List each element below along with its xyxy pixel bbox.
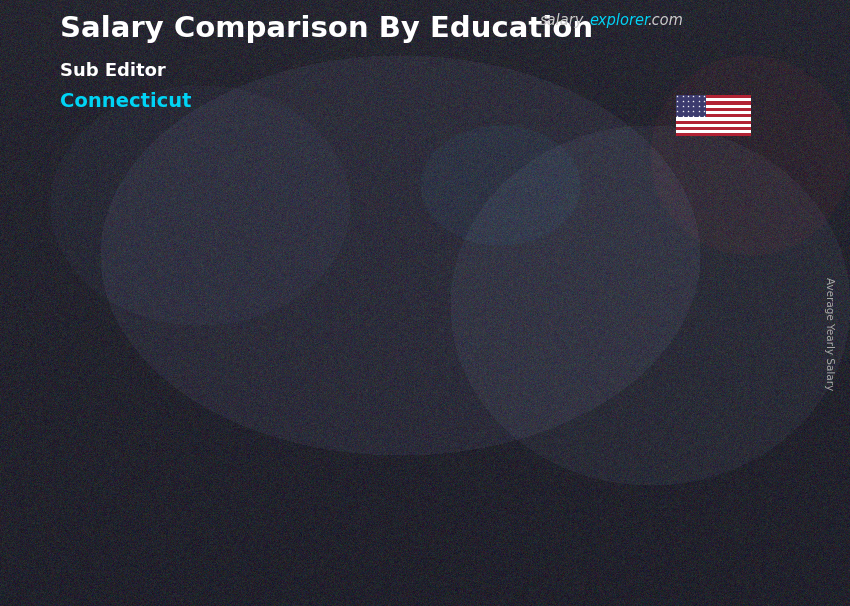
Text: 75,600 USD: 75,600 USD [567, 219, 663, 234]
Text: Bachelor's
Degree: Bachelor's Degree [587, 543, 681, 575]
Bar [676, 130, 751, 133]
Polygon shape [352, 303, 463, 308]
Text: .com: .com [647, 13, 683, 28]
Bar [579, 246, 612, 521]
Bar [676, 95, 751, 98]
Bar [676, 105, 751, 108]
Text: High School: High School [127, 543, 235, 558]
Bar [125, 365, 220, 521]
Bar [676, 121, 751, 124]
Polygon shape [579, 240, 689, 246]
Bar [125, 365, 159, 521]
Text: +29%: +29% [460, 118, 558, 147]
Bar [676, 124, 751, 127]
Polygon shape [447, 303, 463, 521]
Text: Salary Comparison By Education: Salary Comparison By Education [60, 15, 592, 43]
Text: Average Yearly Salary: Average Yearly Salary [824, 277, 834, 390]
Polygon shape [125, 361, 236, 365]
Text: 58,700 USD: 58,700 USD [340, 281, 436, 296]
Text: Connecticut: Connecticut [60, 92, 191, 111]
Text: +37%: +37% [234, 180, 332, 209]
Text: salary: salary [540, 13, 584, 28]
Text: 43,000 USD: 43,000 USD [113, 340, 210, 355]
Polygon shape [220, 361, 236, 521]
Bar [676, 111, 751, 114]
Bar [352, 308, 385, 521]
Bar [676, 127, 751, 130]
Bar [676, 133, 751, 136]
Bar [676, 108, 751, 111]
Bar [676, 98, 751, 101]
Bar [579, 246, 674, 521]
Polygon shape [674, 240, 689, 521]
Text: explorer: explorer [589, 13, 650, 28]
Text: Certificate or
Diploma: Certificate or Diploma [348, 543, 468, 575]
Bar [676, 118, 751, 121]
Bar [676, 114, 751, 118]
Bar [676, 101, 751, 105]
Text: Sub Editor: Sub Editor [60, 62, 165, 80]
Bar [676, 95, 705, 118]
Bar [352, 308, 447, 521]
